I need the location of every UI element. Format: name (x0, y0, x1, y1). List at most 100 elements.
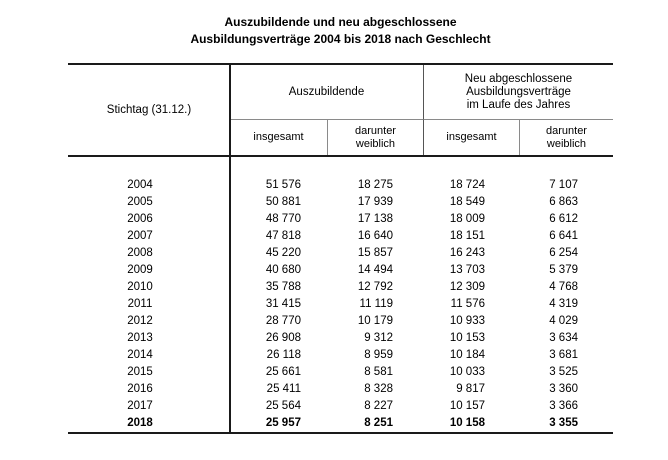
value-cell-auszubildende-insgesamt: 48 770 (265, 213, 301, 225)
value-cell-vertraege-insgesamt: 18 724 (449, 179, 485, 191)
value-cell-vertraege-weiblich: 6 641 (549, 230, 578, 242)
value-cell-vertraege-weiblich: 3 681 (549, 349, 578, 361)
value-cell-auszubildende-weiblich: 15 857 (357, 247, 393, 259)
value-cell-vertraege-weiblich: 6 863 (549, 196, 578, 208)
table-row: 2010 35 788 12 792 12 309 4 768 (68, 279, 613, 296)
table-row: 2017 25 564 8 227 10 157 3 366 (68, 398, 613, 415)
year-cell: 2017 (127, 400, 153, 412)
subheader-insgesamt-1: insgesamt (230, 120, 327, 155)
value-cell-vertraege-insgesamt: 18 151 (449, 230, 485, 242)
value-cell-vertraege-insgesamt: 18 009 (449, 213, 485, 225)
value-cell-vertraege-insgesamt: 10 184 (449, 349, 485, 361)
value-cell-auszubildende-insgesamt: 50 881 (265, 196, 301, 208)
year-cell: 2008 (127, 247, 153, 259)
year-cell: 2007 (127, 230, 153, 242)
value-cell-auszubildende-insgesamt: 26 118 (266, 349, 301, 361)
value-cell-auszubildende-weiblich: 10 179 (357, 315, 393, 327)
subheader-label: weiblich (546, 137, 587, 150)
table-row: 2006 48 770 17 138 18 009 6 612 (68, 211, 613, 228)
group1-label: Auszubildende (288, 85, 365, 98)
table-body: 2004 51 576 18 275 18 724 7 107 2005 50 … (68, 157, 613, 432)
year-cell: 2013 (127, 332, 153, 344)
table-row: 2012 28 770 10 179 10 933 4 029 (68, 313, 613, 330)
value-cell-vertraege-weiblich: 3 634 (549, 332, 578, 344)
value-cell-auszubildende-weiblich: 8 227 (364, 400, 393, 412)
value-cell-auszubildende-insgesamt: 47 818 (265, 230, 301, 242)
value-cell-auszubildende-weiblich: 8 328 (364, 383, 393, 395)
table-row: 2005 50 881 17 939 18 549 6 863 (68, 194, 613, 211)
value-cell-vertraege-insgesamt: 12 309 (449, 281, 485, 293)
table-row: 2018 25 957 8 251 10 158 3 355 (68, 415, 613, 432)
table-row: 2015 25 661 8 581 10 033 3 525 (68, 364, 613, 381)
table-row: 2016 25 411 8 328 9 817 3 360 (68, 381, 613, 398)
subheader-darunter-weiblich-1: darunter weiblich (327, 120, 423, 155)
value-cell-vertraege-insgesamt: 10 153 (449, 332, 485, 344)
value-cell-auszubildende-weiblich: 17 138 (357, 213, 393, 225)
table-header: Stichtag (31.12.) Auszubildende Neu abge… (68, 65, 613, 157)
year-cell: 2009 (127, 264, 153, 276)
table-row: 2007 47 818 16 640 18 151 6 641 (68, 228, 613, 245)
value-cell-auszubildende-insgesamt: 26 908 (265, 332, 301, 344)
value-cell-auszubildende-insgesamt: 51 576 (265, 179, 301, 191)
value-cell-auszubildende-insgesamt: 25 957 (265, 417, 301, 429)
value-cell-auszubildende-weiblich: 8 251 (364, 417, 393, 429)
value-cell-vertraege-weiblich: 4 029 (549, 315, 578, 327)
table-row: 2004 51 576 18 275 18 724 7 107 (68, 177, 613, 194)
value-cell-auszubildende-insgesamt: 25 661 (265, 366, 301, 378)
table-row: 2011 31 415 11 119 11 576 4 319 (68, 296, 613, 313)
value-cell-vertraege-weiblich: 3 355 (549, 417, 578, 429)
value-cell-auszubildende-weiblich: 18 275 (357, 179, 393, 191)
value-cell-vertraege-weiblich: 3 360 (549, 383, 578, 395)
group2-label-line3: im Laufe des Jahres (466, 98, 571, 111)
year-cell: 2006 (127, 213, 153, 225)
value-cell-vertraege-weiblich: 3 525 (549, 366, 578, 378)
subheader-label: darunter (546, 124, 587, 137)
value-cell-auszubildende-weiblich: 16 640 (357, 230, 393, 242)
value-cell-vertraege-insgesamt: 13 703 (449, 264, 485, 276)
year-cell: 2011 (127, 298, 153, 310)
value-cell-vertraege-weiblich: 6 612 (549, 213, 578, 225)
table-row: 2014 26 118 8 959 10 184 3 681 (68, 347, 613, 364)
value-cell-vertraege-insgesamt: 18 549 (449, 196, 485, 208)
value-cell-auszubildende-insgesamt: 45 220 (265, 247, 301, 259)
year-cell: 2012 (127, 315, 153, 327)
title-line-2: Ausbildungsverträge 2004 bis 2018 nach G… (190, 32, 491, 46)
vertical-divider (229, 65, 231, 432)
year-cell: 2005 (127, 196, 153, 208)
year-cell: 2015 (127, 366, 153, 378)
group2-label-line2: Ausbildungsverträge (466, 85, 571, 98)
value-cell-vertraege-weiblich: 5 379 (549, 264, 578, 276)
value-cell-auszubildende-insgesamt: 35 788 (265, 281, 301, 293)
corner-header-label: Stichtag (31.12.) (106, 103, 192, 116)
year-cell: 2010 (127, 281, 153, 293)
table-row: 2008 45 220 15 857 16 243 6 254 (68, 245, 613, 262)
value-cell-auszubildende-insgesamt: 31 415 (265, 298, 301, 310)
value-cell-auszubildende-weiblich: 11 119 (359, 298, 393, 310)
year-cell: 2014 (127, 349, 153, 361)
value-cell-auszubildende-insgesamt: 40 680 (265, 264, 301, 276)
value-cell-vertraege-insgesamt: 11 576 (450, 298, 485, 310)
value-cell-vertraege-insgesamt: 10 033 (449, 366, 485, 378)
table-row: 2013 26 908 9 312 10 153 3 634 (68, 330, 613, 347)
group-header-neu-abgeschlossene: Neu abgeschlossene Ausbildungsverträge i… (423, 65, 613, 120)
value-cell-auszubildende-weiblich: 12 792 (357, 281, 393, 293)
corner-header-cell: Stichtag (31.12.) (68, 65, 230, 155)
value-cell-auszubildende-weiblich: 14 494 (357, 264, 393, 276)
year-cell: 2004 (127, 179, 153, 191)
value-cell-vertraege-weiblich: 4 319 (549, 298, 578, 310)
table-row: 2009 40 680 14 494 13 703 5 379 (68, 262, 613, 279)
year-cell: 2016 (127, 383, 153, 395)
subheader-insgesamt-2: insgesamt (423, 120, 519, 155)
value-cell-vertraege-weiblich: 4 768 (549, 281, 578, 293)
value-cell-vertraege-weiblich: 6 254 (549, 247, 578, 259)
value-cell-auszubildende-weiblich: 17 939 (357, 196, 393, 208)
subheader-label: insgesamt (446, 131, 497, 143)
value-cell-vertraege-insgesamt: 10 158 (449, 417, 485, 429)
value-cell-auszubildende-insgesamt: 28 770 (265, 315, 301, 327)
data-table: Stichtag (31.12.) Auszubildende Neu abge… (68, 63, 613, 434)
subheader-label: insgesamt (253, 131, 304, 143)
value-cell-auszubildende-weiblich: 8 959 (364, 349, 393, 361)
year-cell: 2018 (127, 417, 153, 429)
page-title: Auszubildende und neu abgeschlossene Aus… (68, 14, 613, 48)
